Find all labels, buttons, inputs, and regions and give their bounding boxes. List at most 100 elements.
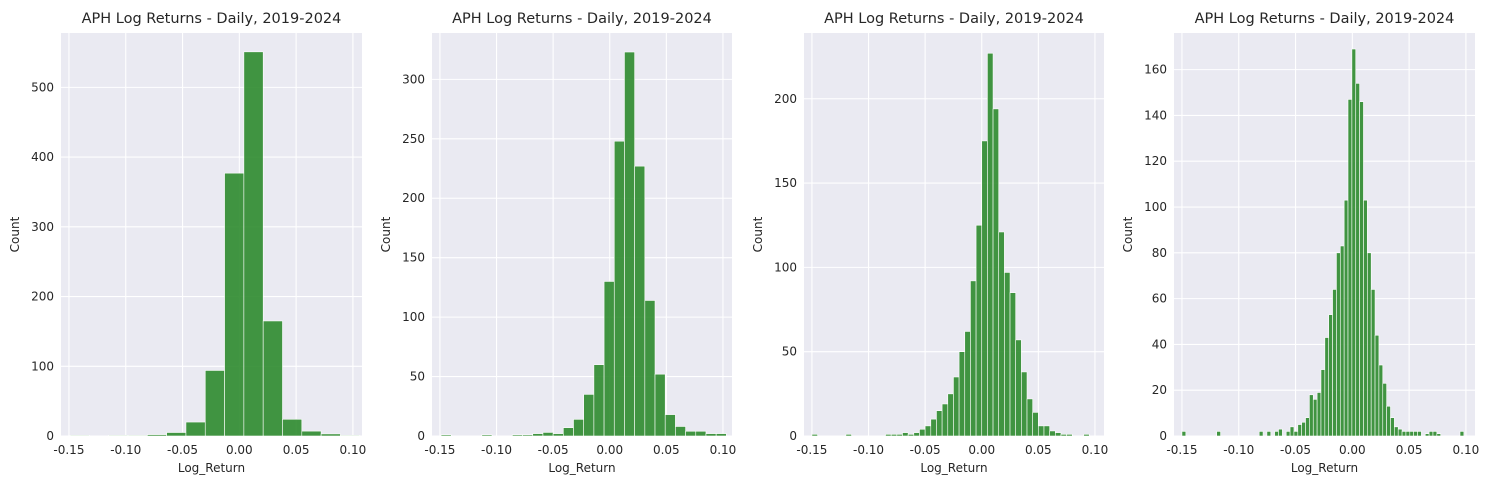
y-tick-label: 100 xyxy=(1144,200,1167,214)
histogram-bar xyxy=(224,172,245,437)
x-axis-label: Log_Return xyxy=(920,461,987,475)
histogram-bar xyxy=(1382,383,1387,437)
histogram-bar xyxy=(282,418,303,437)
histogram-bar xyxy=(845,434,852,437)
histogram-bar xyxy=(1397,428,1403,437)
x-tick-label: 0.10 xyxy=(1082,443,1109,457)
histogram-bar xyxy=(1021,371,1028,437)
histogram-bar xyxy=(1328,314,1333,437)
x-tick-label: 0.10 xyxy=(340,443,367,457)
y-axis-label: Count xyxy=(1121,216,1135,252)
histogram-bar xyxy=(1258,431,1264,437)
histogram-bar xyxy=(644,300,656,437)
histogram-bar xyxy=(573,419,584,437)
chart-title: APH Log Returns - Daily, 2019-2024 xyxy=(82,11,342,27)
histogram-bar xyxy=(1043,425,1050,437)
y-tick-label: 0 xyxy=(417,429,425,443)
y-axis-label: Count xyxy=(8,216,22,252)
y-tick-label: 150 xyxy=(774,176,797,190)
y-tick-label: 0 xyxy=(789,429,797,443)
histogram-bar xyxy=(1274,431,1279,437)
chart-panel-2: -0.15 -0.10 -0.05 0.00 0.05 0.10 0 50 100 150 200 2… xyxy=(379,11,736,475)
chart-title: APH Log Returns - Daily, 2019-2024 xyxy=(824,11,1084,27)
histogram-bar xyxy=(654,373,666,437)
chart-panel-4: -0.15 -0.10 -0.05 0.00 0.05 0.10 0 20 40 60 80 100 1… xyxy=(1121,11,1479,475)
histogram-bar xyxy=(624,51,635,437)
histogram-bar xyxy=(987,52,994,437)
x-tick-label: -0.05 xyxy=(167,443,198,457)
x-tick-label: 0.10 xyxy=(1453,443,1480,457)
histogram-bar xyxy=(1359,101,1364,437)
histogram-bar xyxy=(1386,405,1391,437)
histogram-bar xyxy=(1378,364,1384,437)
y-tick-label: 140 xyxy=(1144,108,1167,122)
histogram-bar xyxy=(147,434,167,437)
y-tick-label: 40 xyxy=(1152,337,1167,351)
histogram-bar xyxy=(664,414,676,437)
histogram-bar xyxy=(563,427,574,437)
histogram-bar xyxy=(522,434,534,437)
y-tick-label: 150 xyxy=(402,251,425,265)
y-tick-label: 200 xyxy=(402,191,425,205)
histogram-bar xyxy=(603,281,615,437)
histogram-bar xyxy=(964,331,971,437)
histogram-bar xyxy=(583,394,595,437)
x-tick-label: -0.05 xyxy=(538,443,569,457)
y-axis-label: Count xyxy=(751,216,765,252)
histogram-bar xyxy=(992,108,1000,437)
plot-background xyxy=(432,33,732,436)
histogram-bar xyxy=(1026,398,1033,437)
y-tick-label: 200 xyxy=(31,290,54,304)
histogram-bar xyxy=(185,421,206,437)
histogram-bar xyxy=(1432,431,1438,437)
x-tick-label: 0.05 xyxy=(653,443,680,457)
histogram-bar xyxy=(936,410,943,437)
x-tick-label: -0.15 xyxy=(424,443,455,457)
histogram-bar xyxy=(715,433,727,437)
x-axis-label: Log_Return xyxy=(1291,461,1358,475)
histogram-bar xyxy=(1355,83,1360,437)
histogram-bar xyxy=(340,435,361,437)
y-tick-label: 400 xyxy=(31,150,54,164)
y-axis-label: Count xyxy=(379,216,393,252)
histogram-bar xyxy=(1049,430,1056,437)
histogram-bar xyxy=(108,435,129,437)
histogram-bar xyxy=(1343,199,1349,437)
chart-panel-3: -0.15 -0.10 -0.05 0.00 0.05 0.10 0 50 100 150 200 A… xyxy=(751,11,1108,475)
histogram-bar xyxy=(685,430,697,437)
y-tick-label: 200 xyxy=(774,92,797,106)
plot-background xyxy=(1174,33,1475,436)
histogram-bar xyxy=(811,434,818,437)
histogram-bar xyxy=(1038,425,1045,437)
y-tick-label: 160 xyxy=(1144,63,1167,77)
y-tick-label: 250 xyxy=(402,132,425,146)
chart-title: APH Log Returns - Daily, 2019-2024 xyxy=(452,11,712,27)
y-tick-label: 0 xyxy=(46,429,54,443)
histogram-bar xyxy=(1055,432,1062,437)
histogram-bar xyxy=(981,140,988,437)
histogram-bar xyxy=(1324,337,1330,437)
histogram-bar xyxy=(542,432,554,437)
histogram-bar xyxy=(885,434,892,437)
plot-background xyxy=(61,33,362,436)
histogram-bar xyxy=(1424,433,1430,437)
x-tick-label: -0.15 xyxy=(1166,443,1197,457)
histogram-bar xyxy=(930,418,937,437)
histogram-bar xyxy=(512,434,523,437)
histogram-bar xyxy=(953,376,960,437)
histogram-bar xyxy=(1305,417,1310,437)
histogram-bar xyxy=(675,426,686,437)
histogram-bar xyxy=(958,351,966,437)
histogram-bar xyxy=(552,433,564,437)
histogram-bar xyxy=(1312,399,1318,437)
histogram-bar xyxy=(481,434,493,437)
histogram-bar xyxy=(1060,434,1067,437)
histogram-bar xyxy=(970,280,977,437)
x-tick-label: 0.00 xyxy=(596,443,623,457)
histogram-bar xyxy=(1405,431,1411,437)
y-tick-label: 0 xyxy=(1159,429,1167,443)
histogram-bar xyxy=(1309,394,1314,437)
histogram-bar xyxy=(1459,431,1465,437)
histogram-bar xyxy=(1413,431,1418,437)
x-tick-label: 0.10 xyxy=(710,443,737,457)
